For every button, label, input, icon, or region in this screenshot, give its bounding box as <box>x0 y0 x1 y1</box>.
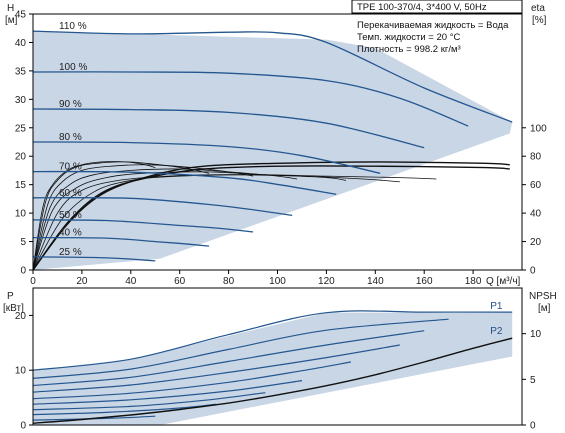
top-y-right-title: eta <box>531 3 545 14</box>
speed-label: 110 % <box>59 21 87 32</box>
x-tick-label: 140 <box>367 276 384 287</box>
bottom-y-right-unit: [м] <box>538 303 551 314</box>
speed-label: 50 % <box>59 210 82 221</box>
y-tick-label: 0 <box>20 266 26 277</box>
power-curve <box>32 380 303 405</box>
efficiency-curve <box>32 165 510 271</box>
head-curve <box>32 219 254 233</box>
x-tick-label: 120 <box>318 276 335 287</box>
bottom-y-ticks: 0 10 20 <box>15 311 33 432</box>
info-box-title: TPE 100-370/4, 3*400 V, 50Hz <box>357 2 487 13</box>
top-y2-ticks: 0 20 40 60 80 100 <box>522 123 547 277</box>
info-liquid: Перекачиваемая жидкость = Вода <box>357 20 509 31</box>
y2-tick-label: 0 <box>530 421 536 432</box>
efficiency-curve <box>32 168 298 271</box>
power-curve <box>32 415 156 421</box>
power-curves <box>32 310 513 421</box>
x-tick-label: 180 <box>465 276 482 287</box>
bottom-y-left-title: P <box>7 291 14 302</box>
bottom-y-left-unit: [кВт] <box>3 303 24 314</box>
y-tick-label: 40 <box>15 38 27 49</box>
efficiency-curve <box>32 174 400 271</box>
power-curve <box>32 330 425 387</box>
speed-labels: 110 % 100 % 90 % 80 % 70 % 60 % 50 % 40 % 25 % <box>59 21 87 258</box>
speed-label: 40 % <box>59 228 82 239</box>
power-curve <box>32 403 217 416</box>
info-box: TPE 100-370/4, 3*400 V, 50Hz Перекачивае… <box>351 0 523 55</box>
speed-label: 100 % <box>59 62 87 73</box>
npsh-curve <box>32 337 513 424</box>
npsh-series-label: P2 <box>490 326 503 337</box>
y2-tick-label: 5 <box>530 375 536 386</box>
y-tick-label: 45 <box>15 10 27 21</box>
top-y-left-unit: [м] <box>5 15 18 26</box>
y-tick-label: 0 <box>20 421 26 432</box>
speed-label: 80 % <box>59 132 82 143</box>
head-curve <box>32 141 381 174</box>
head-curve <box>32 256 156 262</box>
power-curve <box>32 344 400 393</box>
top-x-unit: Q [м³/ч] <box>486 276 521 287</box>
efficiency-curve <box>32 161 210 271</box>
y2-tick-label: 10 <box>530 329 542 340</box>
y2-tick-label: 40 <box>530 209 542 220</box>
speed-label: 60 % <box>59 188 82 199</box>
top-y-right-unit: [%] <box>532 15 547 26</box>
bottom-plot-frame <box>32 287 523 426</box>
head-curve <box>32 170 337 195</box>
y-tick-label: 15 <box>15 180 27 191</box>
y-tick-label: 20 <box>15 311 27 322</box>
head-curve <box>32 236 210 247</box>
y-tick-label: 20 <box>15 152 27 163</box>
head-curve <box>32 197 293 217</box>
head-curve <box>32 108 425 149</box>
x-tick-label: 40 <box>125 276 137 287</box>
bottom-y-right-title: NPSH <box>529 291 557 302</box>
y2-tick-label: 100 <box>530 123 547 134</box>
power-curve <box>32 361 352 400</box>
info-temperature: Темп. жидкости = 20 °C <box>357 32 460 43</box>
y-tick-label: 5 <box>20 237 26 248</box>
power-labels: P1 P2 <box>490 301 503 337</box>
efficiency-curve <box>32 161 510 271</box>
power-series-label: P1 <box>490 301 503 312</box>
info-density: Плотность = 998.2 кг/м³ <box>357 44 461 55</box>
head-curve <box>32 71 469 127</box>
head-curves <box>32 30 513 262</box>
y-tick-label: 10 <box>15 209 27 220</box>
x-tick-label: 100 <box>269 276 286 287</box>
speed-label: 25 % <box>59 247 82 258</box>
efficiency-curves <box>32 161 510 271</box>
efficiency-curve <box>32 171 347 271</box>
x-tick-label: 60 <box>174 276 186 287</box>
y2-tick-label: 60 <box>530 180 542 191</box>
power-curve <box>32 310 513 371</box>
x-tick-label: 80 <box>223 276 235 287</box>
power-curve <box>32 392 266 411</box>
head-curve <box>32 30 513 123</box>
y-tick-label: 35 <box>15 66 27 77</box>
y-tick-label: 10 <box>15 366 27 377</box>
speed-label: 70 % <box>59 162 82 173</box>
y2-tick-label: 0 <box>530 266 536 277</box>
bottom-operating-envelope <box>33 312 513 425</box>
speed-label: 90 % <box>59 99 82 110</box>
power-curve <box>32 318 449 379</box>
top-x-ticks: 0 20 40 60 80 100 120 140 160 180 <box>30 270 482 287</box>
bottom-envelope-area <box>33 312 513 425</box>
y2-tick-label: 20 <box>530 237 542 248</box>
x-tick-label: 20 <box>76 276 88 287</box>
x-tick-label: 160 <box>416 276 433 287</box>
x-tick-label: 0 <box>30 276 36 287</box>
top-y-left-title: H <box>7 3 14 14</box>
bottom-y2-ticks: 0 5 10 <box>522 329 542 432</box>
y-tick-label: 30 <box>15 95 27 106</box>
top-y-ticks: 0 5 10 15 20 25 30 35 40 45 <box>15 10 33 277</box>
y2-tick-label: 80 <box>530 152 542 163</box>
npsh-line <box>32 337 513 424</box>
y-tick-label: 25 <box>15 123 27 134</box>
efficiency-curve <box>32 174 437 271</box>
